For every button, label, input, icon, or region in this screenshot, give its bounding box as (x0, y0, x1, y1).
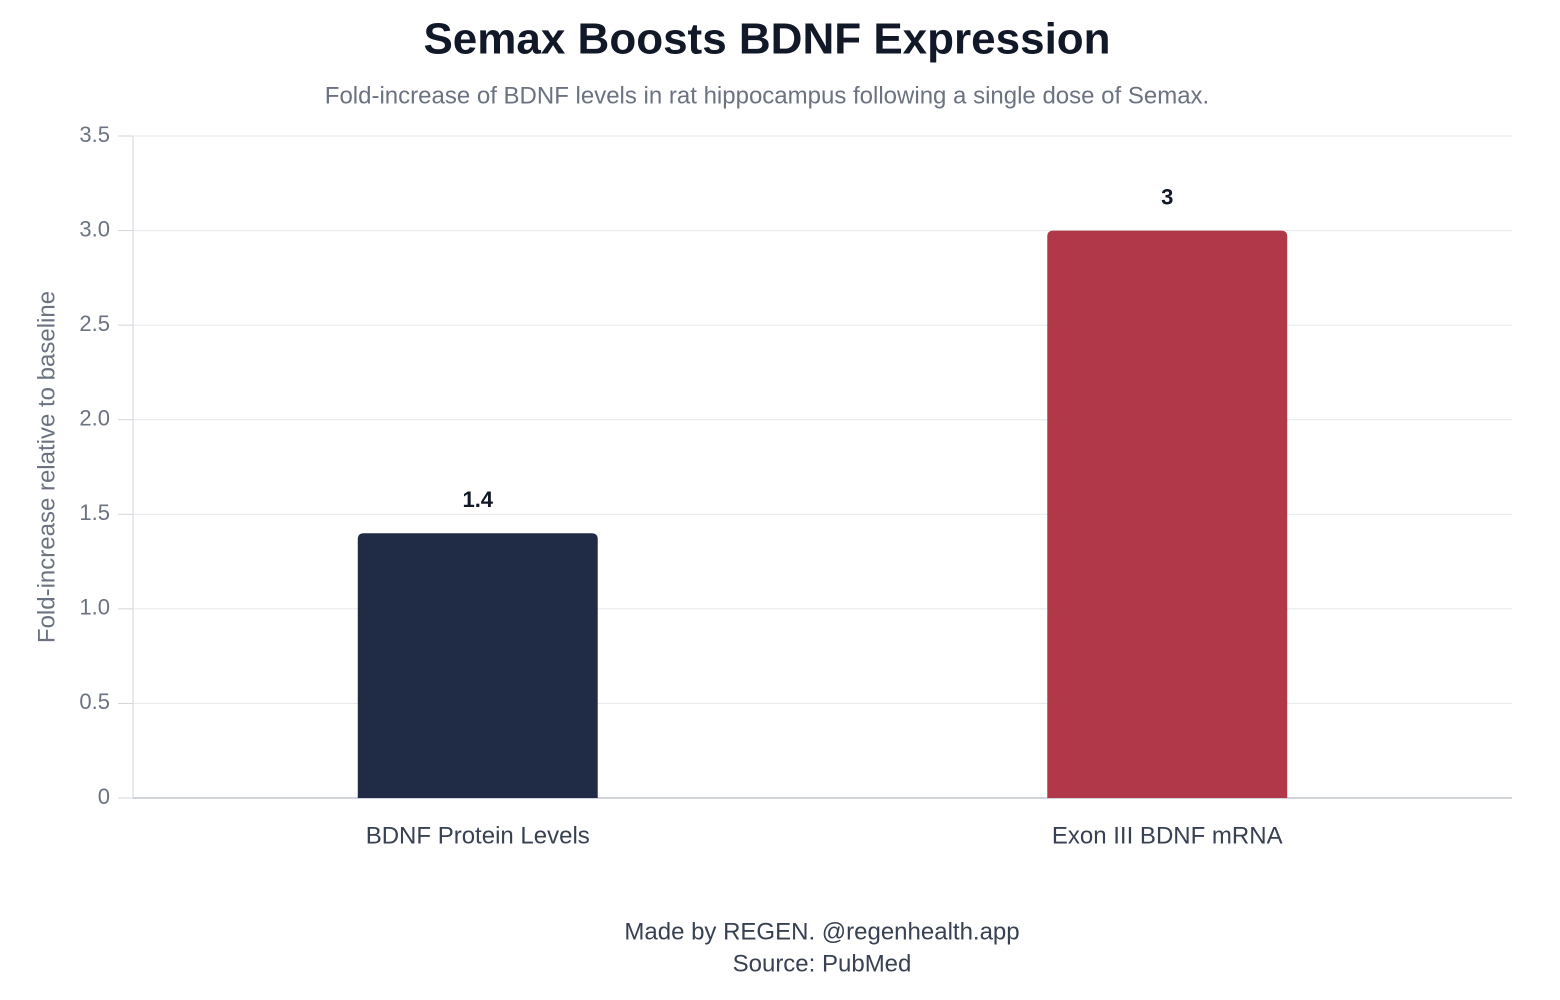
x-tick-label: BDNF Protein Levels (366, 822, 590, 849)
y-tick-label: 2.0 (79, 406, 110, 431)
credit: Made by REGEN. @regenhealth.app (624, 918, 1019, 945)
y-tick-label: 0 (98, 784, 110, 809)
value-label: 1.4 (462, 487, 493, 512)
source: Source: PubMed (733, 950, 912, 977)
bar (1047, 230, 1288, 799)
y-tick-label: 3.5 (79, 122, 110, 147)
value-label: 3 (1161, 184, 1173, 209)
chart-title: Semax Boosts BDNF Expression (423, 15, 1110, 64)
x-tick-label: Exon III BDNF mRNA (1052, 822, 1283, 849)
y-axis-label: Fold-increase relative to baseline (33, 291, 60, 643)
chart-subtitle: Fold-increase of BDNF levels in rat hipp… (325, 82, 1209, 109)
y-tick-label: 3.0 (79, 216, 110, 241)
y-tick-label: 2.5 (79, 311, 110, 336)
y-tick-label: 0.5 (79, 689, 110, 714)
y-tick-label: 1.0 (79, 595, 110, 620)
y-tick-label: 1.5 (79, 500, 110, 525)
bar (357, 533, 598, 798)
